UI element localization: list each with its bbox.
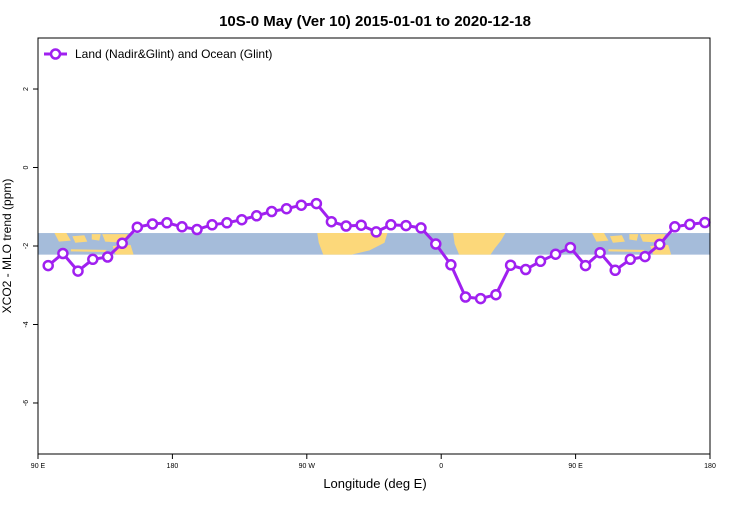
- x-tick-label: 90 W: [299, 463, 316, 470]
- axis-ticks: 90 E 180 90 W 0 90 E 180 2 0 -2 -4 -6: [23, 87, 716, 470]
- map-band-land: [54, 233, 71, 242]
- data-point: [161, 217, 173, 229]
- y-tick-label: -6: [23, 400, 30, 406]
- x-tick-label: 180: [704, 463, 716, 470]
- data-point: [415, 222, 427, 234]
- data-point: [236, 213, 248, 226]
- x-tick-label: 90 E: [31, 463, 46, 470]
- legend: Land (Nadir&Glint) and Ocean (Glint): [44, 47, 272, 61]
- data-point: [504, 259, 517, 271]
- legend-label: Land (Nadir&Glint) and Ocean (Glint): [75, 47, 272, 61]
- legend-swatch-marker: [49, 48, 62, 60]
- x-tick-label: 180: [167, 463, 179, 470]
- y-tick-label: 2: [23, 87, 30, 91]
- plot-frame: [37, 37, 711, 455]
- data-point: [57, 247, 69, 260]
- data-point: [459, 291, 472, 303]
- x-tick-label: 90 E: [568, 463, 583, 470]
- data-point: [325, 215, 338, 228]
- data-point: [72, 265, 84, 277]
- x-axis-label: Longitude (deg E): [323, 476, 426, 491]
- data-point: [564, 241, 577, 254]
- map-band-land: [317, 233, 388, 255]
- data-point: [280, 202, 293, 215]
- data-point: [191, 223, 203, 236]
- data-point: [609, 264, 621, 277]
- map-band-land: [70, 249, 107, 253]
- data-point: [549, 248, 562, 260]
- series-layer: [42, 197, 711, 305]
- data-point: [310, 197, 323, 210]
- data-point: [490, 288, 502, 301]
- data-point: [653, 238, 666, 251]
- y-tick-label: -2: [23, 243, 30, 249]
- data-point: [206, 219, 218, 231]
- y-axis-label: XCO2 - MLO trend (ppm): [0, 179, 14, 314]
- data-point: [250, 210, 263, 222]
- y-tick-label: 0: [23, 165, 30, 169]
- map-band-land: [609, 235, 625, 243]
- data-point: [146, 218, 159, 230]
- data-point: [594, 246, 606, 259]
- data-point: [87, 253, 99, 266]
- data-point: [176, 221, 188, 233]
- data-point: [519, 263, 532, 276]
- data-point: [340, 220, 352, 232]
- map-band-land: [608, 249, 645, 253]
- data-point: [400, 219, 412, 232]
- data-point: [684, 218, 696, 231]
- x-tick-label: 0: [439, 463, 443, 470]
- data-point: [699, 216, 711, 229]
- data-point: [534, 255, 547, 268]
- map-band-land: [453, 233, 506, 255]
- data-point: [624, 253, 637, 266]
- data-point: [295, 199, 308, 211]
- data-point: [42, 259, 54, 272]
- data-point: [430, 238, 442, 250]
- data-point: [116, 237, 128, 250]
- data-point: [385, 219, 397, 231]
- y-tick-label: -4: [23, 321, 30, 327]
- data-point: [579, 259, 592, 272]
- map-band-land: [629, 234, 639, 241]
- data-point: [370, 226, 382, 238]
- chart-title: 10S-0 May (Ver 10) 2015-01-01 to 2020-12…: [219, 13, 531, 30]
- data-point: [474, 292, 487, 305]
- data-point: [355, 219, 367, 231]
- data-point: [131, 221, 144, 233]
- data-point: [669, 221, 681, 233]
- data-point: [639, 250, 651, 263]
- map-band-land: [72, 235, 88, 243]
- map-band-land: [592, 233, 609, 242]
- map-band-land: [91, 234, 101, 241]
- data-point: [221, 217, 233, 229]
- data-point: [101, 251, 114, 263]
- data-point: [445, 259, 457, 271]
- data-point: [265, 205, 278, 218]
